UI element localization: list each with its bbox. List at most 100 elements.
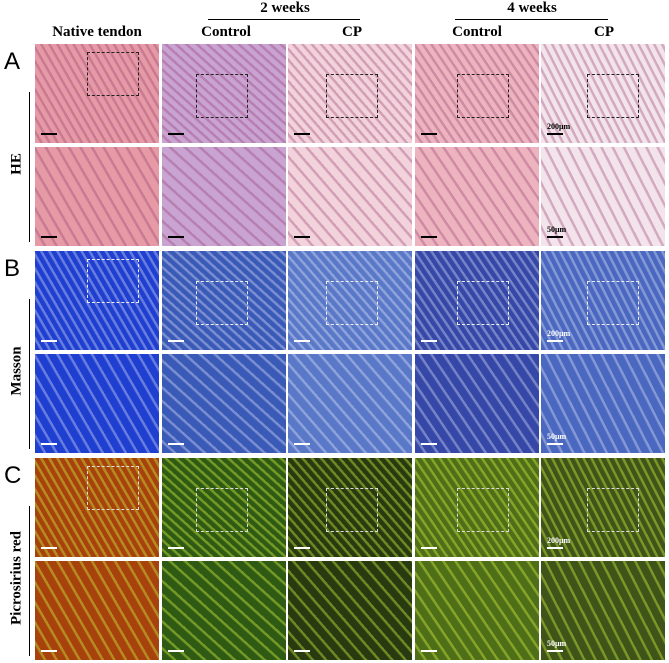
scale-bar	[421, 650, 437, 652]
row-line	[29, 506, 30, 656]
scale-label: 200μm	[547, 329, 571, 338]
scale-label: 50μm	[547, 432, 567, 441]
scale-bar	[168, 547, 184, 549]
zoom-box	[87, 52, 139, 96]
scale-bar	[41, 236, 57, 238]
micrograph: 200μm	[541, 251, 665, 350]
micrograph: 50μm	[541, 147, 665, 246]
micrograph	[415, 561, 539, 660]
zoom-box	[196, 74, 248, 118]
micrograph	[288, 354, 412, 453]
zoom-box	[326, 281, 378, 325]
micrograph	[162, 44, 286, 143]
micrograph	[288, 458, 412, 557]
group-line	[208, 19, 360, 20]
scale-bar	[168, 650, 184, 652]
micrograph	[35, 251, 159, 350]
micrograph: 200μm	[541, 458, 665, 557]
row-label: HE	[8, 153, 25, 175]
zoom-box	[457, 74, 509, 118]
scale-bar	[41, 133, 57, 135]
micrograph	[35, 458, 159, 557]
scale-bar	[41, 547, 57, 549]
scale-bar	[294, 650, 310, 652]
group-header: 2 weeks	[260, 0, 310, 16]
micrograph	[415, 251, 539, 350]
scale-bar	[168, 340, 184, 342]
scale-bar	[421, 547, 437, 549]
scale-bar	[168, 443, 184, 445]
panel-letter: B	[4, 255, 21, 282]
zoom-box	[326, 488, 378, 532]
scale-bar	[421, 133, 437, 135]
scale-bar	[294, 340, 310, 342]
scale-bar	[168, 133, 184, 135]
micrograph	[288, 44, 412, 143]
scale-bar	[547, 650, 563, 652]
scale-bar	[294, 443, 310, 445]
scale-bar	[421, 236, 437, 238]
row-line	[29, 92, 30, 242]
column-header: Native tendon	[52, 24, 142, 40]
micrograph	[35, 561, 159, 660]
micrograph	[35, 354, 159, 453]
micrograph	[162, 354, 286, 453]
scale-label: 50μm	[547, 639, 567, 648]
row-label: Picrosirius red	[8, 530, 25, 626]
scale-label: 200μm	[547, 536, 571, 545]
micrograph	[415, 44, 539, 143]
micrograph: 200μm	[541, 44, 665, 143]
scale-bar	[294, 547, 310, 549]
scale-bar	[421, 340, 437, 342]
micrograph	[288, 561, 412, 660]
micrograph: 50μm	[541, 561, 665, 660]
scale-bar	[547, 133, 563, 135]
zoom-box	[587, 281, 639, 325]
scale-bar	[547, 236, 563, 238]
zoom-box	[587, 74, 639, 118]
row-line	[29, 299, 30, 449]
zoom-box	[196, 488, 248, 532]
scale-bar	[41, 443, 57, 445]
micrograph	[415, 354, 539, 453]
scale-label: 200μm	[547, 122, 571, 131]
scale-bar	[547, 340, 563, 342]
micrograph	[415, 147, 539, 246]
zoom-box	[196, 281, 248, 325]
column-header: CP	[342, 24, 362, 40]
zoom-box	[457, 281, 509, 325]
group-line	[455, 19, 608, 20]
micrograph	[162, 561, 286, 660]
micrograph	[35, 44, 159, 143]
panel-letter: A	[4, 48, 21, 75]
micrograph	[415, 458, 539, 557]
zoom-box	[87, 259, 139, 303]
scale-bar	[547, 547, 563, 549]
scale-bar	[41, 650, 57, 652]
micrograph	[288, 147, 412, 246]
column-header: CP	[594, 24, 614, 40]
micrograph	[35, 147, 159, 246]
micrograph	[288, 251, 412, 350]
scale-label: 50μm	[547, 225, 567, 234]
scale-bar	[41, 340, 57, 342]
scale-bar	[421, 443, 437, 445]
micrograph	[162, 147, 286, 246]
scale-bar	[547, 443, 563, 445]
scale-bar	[168, 236, 184, 238]
column-header: Control	[201, 24, 251, 40]
micrograph	[162, 251, 286, 350]
column-header: Control	[452, 24, 502, 40]
group-header: 4 weeks	[507, 0, 557, 16]
zoom-box	[587, 488, 639, 532]
micrograph: 50μm	[541, 354, 665, 453]
panel-letter: C	[4, 462, 22, 489]
zoom-box	[87, 466, 139, 510]
row-label: Masson	[8, 346, 25, 396]
scale-bar	[294, 133, 310, 135]
zoom-box	[326, 74, 378, 118]
scale-bar	[294, 236, 310, 238]
zoom-box	[457, 488, 509, 532]
micrograph	[162, 458, 286, 557]
